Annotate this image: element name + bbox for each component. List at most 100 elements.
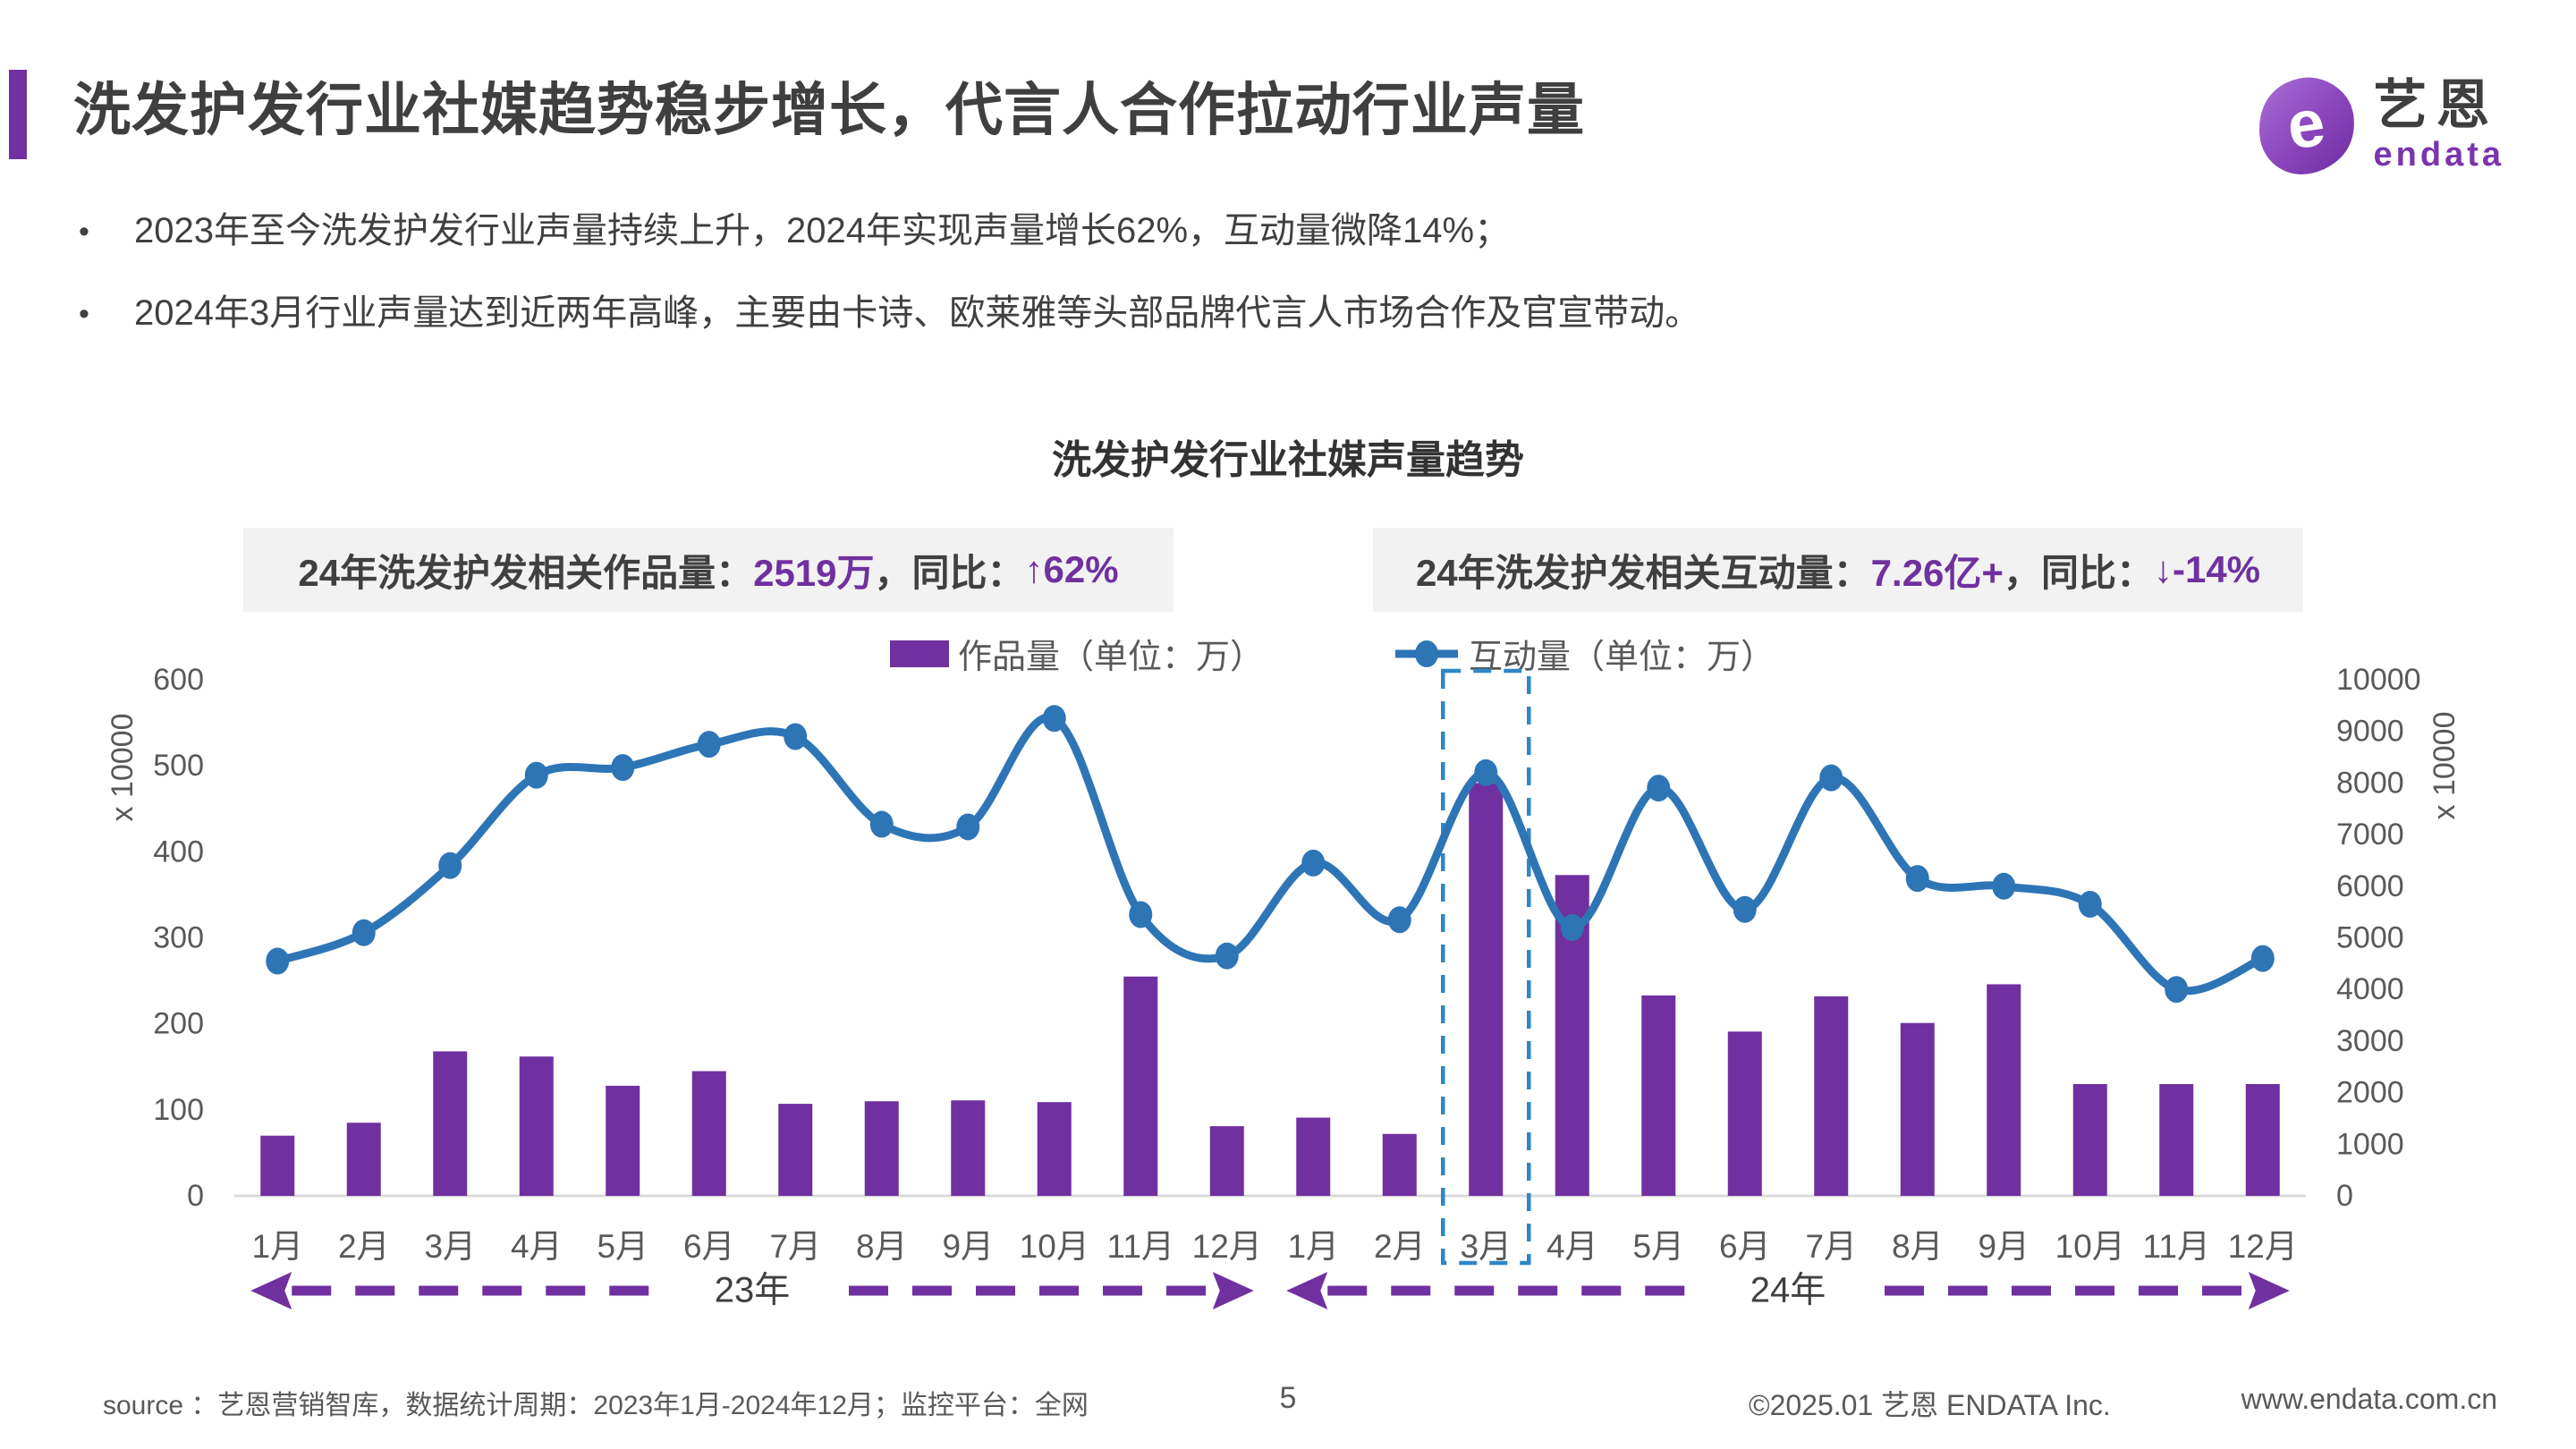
month-labels: 1月 2月 3月 4月 5月 6月 7月 8月 9月 10月 11月 12月 1月 2月 3月 4月 5月 6月 7…	[251, 1228, 2297, 1265]
line-series-engagement	[273, 713, 2267, 996]
bar-5月	[1641, 995, 1676, 1196]
svg-text:3000: 3000	[2336, 1024, 2404, 1058]
year-arrow-24年: 24年	[1286, 1271, 2290, 1310]
logo-en-text: endata	[2373, 136, 2504, 174]
svg-text:5000: 5000	[2336, 920, 2404, 954]
svg-text:8000: 8000	[2336, 766, 2404, 800]
bar-10月	[1037, 1102, 1072, 1196]
point-7月	[1819, 764, 1843, 792]
point-8月	[869, 810, 894, 838]
svg-text:x 10000: x 10000	[2428, 712, 2462, 820]
svg-text:11月: 11月	[1107, 1228, 1174, 1265]
svg-text:5月: 5月	[597, 1228, 648, 1265]
point-2月	[1387, 906, 1411, 934]
svg-text:2月: 2月	[338, 1228, 390, 1265]
logo-zh-text: 艺恩	[2373, 75, 2499, 135]
point-1月	[266, 947, 290, 975]
point-9月	[956, 813, 980, 841]
stat-box-engagement: 24年洗发护发相关互动量： 7.26亿+ ，同比： ↓-14%	[1373, 528, 2303, 612]
bar-11月	[2159, 1083, 2194, 1196]
svg-text:4月: 4月	[511, 1228, 563, 1265]
point-5月	[611, 754, 635, 782]
svg-text:7月: 7月	[1805, 1228, 1857, 1265]
stat-engagement-label1: 24年洗发护发相关互动量：	[1415, 551, 1871, 594]
svg-text:5月: 5月	[1632, 1228, 1684, 1265]
svg-text:1月: 1月	[251, 1228, 303, 1265]
bar-7月	[778, 1104, 813, 1196]
point-5月	[1647, 775, 1671, 802]
bullet-dot: •	[79, 297, 89, 331]
svg-text:0: 0	[187, 1179, 204, 1213]
bar-3月	[1469, 783, 1504, 1196]
bar-6月	[691, 1071, 726, 1196]
svg-text:10月: 10月	[1020, 1228, 1089, 1265]
year-arrow-23年: 23年	[250, 1271, 1254, 1310]
title-accent-bar	[9, 70, 27, 159]
svg-text:10月: 10月	[2055, 1228, 2125, 1265]
svg-text:7月: 7月	[769, 1228, 821, 1265]
bar-10月	[2072, 1083, 2107, 1196]
svg-text:400: 400	[153, 835, 204, 869]
bullet-item: • 2023年至今洗发护发行业声量持续上升，2024年实现声量增长62%，互动量…	[79, 213, 2046, 249]
bar-2月	[346, 1123, 381, 1196]
bar-12月	[1209, 1126, 1244, 1196]
chart-title: 洗发护发行业社媒声量趋势	[1052, 438, 1524, 482]
bullet-item: • 2024年3月行业声量达到近两年高峰，主要由卡诗、欧莱雅等头部品牌代言人市场…	[79, 295, 2046, 331]
svg-text:12月: 12月	[2228, 1228, 2298, 1265]
page-number: 5	[1279, 1381, 1297, 1415]
point-11月	[1129, 901, 1153, 928]
svg-text:10000: 10000	[2336, 663, 2421, 697]
stat-works-value: 2519万	[753, 551, 875, 594]
svg-text:11月: 11月	[2143, 1228, 2210, 1265]
svg-text:8月: 8月	[1892, 1228, 1944, 1265]
bullet-text: 2024年3月行业声量达到近两年高峰，主要由卡诗、欧莱雅等头部品牌代言人市场合作…	[134, 293, 1701, 333]
axes: 0100200300400500600010002000300040005000…	[106, 663, 2462, 1213]
svg-text:6000: 6000	[2336, 869, 2404, 903]
point-4月	[524, 761, 548, 789]
bar-1月	[260, 1135, 295, 1196]
bar-1月	[1296, 1117, 1331, 1196]
svg-text:500: 500	[153, 749, 204, 783]
svg-text:0: 0	[2336, 1179, 2353, 1213]
stat-works-label2: ，同比：	[874, 551, 1025, 594]
legend-works-label: 作品量（单位：万）	[958, 639, 1265, 676]
svg-text:8月: 8月	[856, 1228, 908, 1265]
bar-6月	[1727, 1031, 1762, 1196]
bar-11月	[1123, 976, 1158, 1196]
point-12月	[2250, 945, 2275, 972]
stat-engagement-value: 7.26亿+	[1870, 551, 2004, 594]
point-3月	[438, 852, 462, 879]
bar-5月	[606, 1085, 640, 1196]
key-findings: • 2023年至今洗发护发行业声量持续上升，2024年实现声量增长62%，互动量…	[79, 213, 2046, 377]
stat-works-label1: 24年洗发护发相关作品量：	[298, 551, 754, 594]
svg-text:6月: 6月	[683, 1228, 735, 1265]
svg-text:23年: 23年	[715, 1271, 791, 1310]
point-8月	[1905, 865, 1929, 893]
point-11月	[2165, 976, 2189, 1004]
bar-7月	[1814, 996, 1849, 1196]
point-6月	[1733, 895, 1757, 923]
svg-text:1000: 1000	[2336, 1127, 2404, 1161]
endata-logo: e 艺恩 endata	[2252, 72, 2504, 179]
bullet-dot: •	[79, 215, 89, 249]
point-4月	[1560, 913, 1584, 941]
footer-url: www.endata.com.cn	[2241, 1383, 2497, 1415]
svg-text:6月: 6月	[1719, 1228, 1771, 1265]
svg-text:3月: 3月	[1460, 1228, 1512, 1265]
bullet-text: 2023年至今洗发护发行业声量持续上升，2024年实现声量增长62%，互动量微降…	[134, 211, 1511, 250]
page-title: 洗发护发行业社媒趋势稳步增长，代言人合作拉动行业声量	[73, 78, 1585, 142]
line-series-swatch-icon	[1395, 640, 1458, 667]
bar-2月	[1382, 1133, 1417, 1196]
svg-text:9月: 9月	[1978, 1228, 2029, 1265]
bar-9月	[1987, 984, 2021, 1196]
svg-text:7000: 7000	[2336, 818, 2404, 852]
line-markers	[266, 705, 2275, 1004]
stat-engagement-label2: ，同比：	[2003, 551, 2154, 594]
stat-engagement-delta: ↓-14%	[2153, 548, 2261, 590]
point-9月	[1992, 872, 2016, 900]
point-7月	[784, 723, 808, 750]
svg-text:600: 600	[153, 663, 204, 697]
svg-text:4000: 4000	[2336, 972, 2404, 1006]
bar-3月	[433, 1051, 468, 1196]
